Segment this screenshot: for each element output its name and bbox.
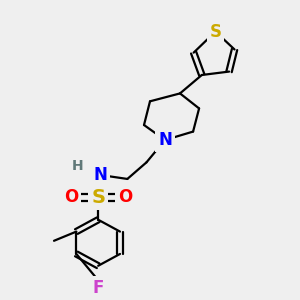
Text: N: N bbox=[158, 131, 172, 149]
Text: S: S bbox=[91, 188, 105, 207]
Text: O: O bbox=[64, 188, 78, 206]
Text: N: N bbox=[93, 166, 107, 184]
Text: F: F bbox=[92, 279, 104, 297]
Text: S: S bbox=[209, 22, 221, 40]
Text: H: H bbox=[72, 159, 83, 173]
Text: O: O bbox=[118, 188, 133, 206]
